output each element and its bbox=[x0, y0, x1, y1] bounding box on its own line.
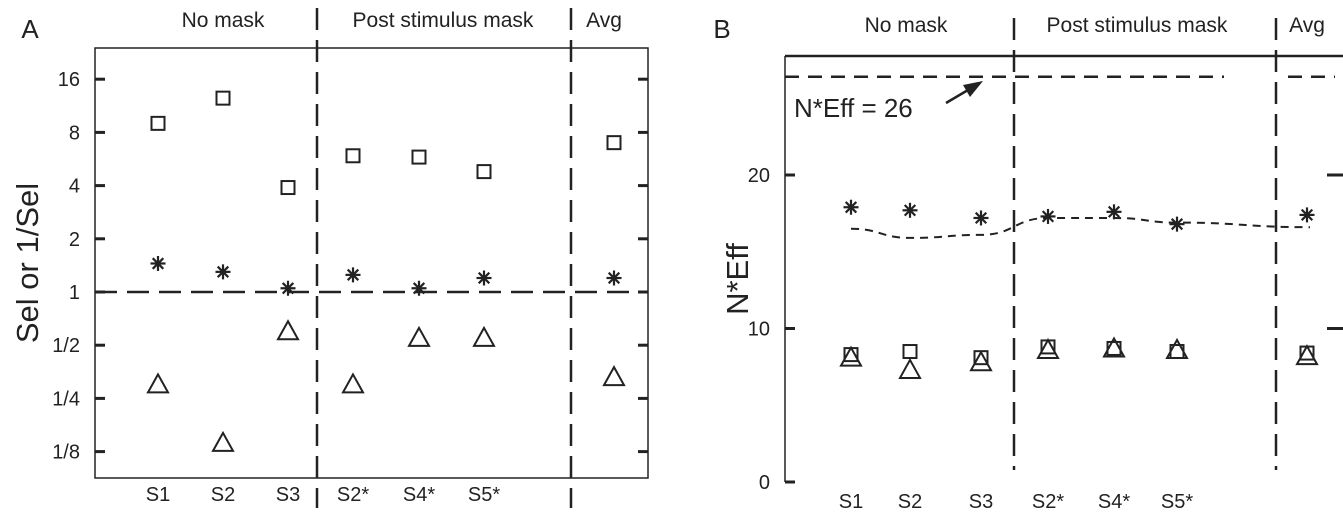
asterisk-point bbox=[902, 202, 918, 218]
panel-a: A No mask Post stimulus mask Avg 16 8 4 2 1 1/2 1/… bbox=[10, 8, 649, 508]
asterisk-point bbox=[606, 270, 622, 286]
panel-b: B No mask Post stimulus mask Avg 0 10 20 N*Eff S… bbox=[713, 14, 1343, 513]
asterisk-point bbox=[1106, 204, 1122, 220]
y-tick-label: 0 bbox=[759, 472, 770, 494]
y-tick-label: 4 bbox=[69, 176, 80, 198]
triangle-point bbox=[1295, 344, 1319, 366]
triangle-point bbox=[276, 319, 300, 341]
fit-curve bbox=[850, 216, 1311, 239]
x-tick-label: S4* bbox=[1098, 491, 1130, 513]
square-point bbox=[476, 164, 492, 180]
asterisk-point bbox=[345, 267, 361, 283]
asterisk-point bbox=[1040, 208, 1056, 224]
x-tick-label: S2 bbox=[211, 484, 235, 506]
square-point bbox=[280, 180, 296, 196]
square-point bbox=[902, 344, 918, 360]
square-point bbox=[606, 135, 622, 151]
plot-frame bbox=[94, 47, 649, 479]
annotation-arrow-shaft bbox=[945, 88, 969, 105]
x-tick-label: S5* bbox=[468, 484, 500, 506]
triangle-point bbox=[1165, 337, 1189, 359]
triangle-point bbox=[969, 350, 993, 372]
section-title: No mask bbox=[865, 14, 948, 37]
triangle-point bbox=[407, 325, 431, 347]
x-tick-label: S2* bbox=[1032, 491, 1064, 513]
y-axis-label: Sel or 1/Sel bbox=[10, 183, 45, 343]
asterisk-point bbox=[476, 270, 492, 286]
x-tick-label: S1 bbox=[146, 484, 170, 506]
square-point bbox=[215, 90, 231, 106]
y-tick-label: 1/4 bbox=[52, 388, 80, 410]
reference-annotation: N*Eff = 26 bbox=[794, 93, 913, 123]
asterisk-point bbox=[843, 199, 859, 215]
x-tick-label: S4* bbox=[403, 484, 435, 506]
triangle-point bbox=[1036, 337, 1060, 359]
triangle-point bbox=[602, 365, 626, 387]
x-tick-label: S3 bbox=[969, 491, 993, 513]
asterisk-point bbox=[215, 264, 231, 280]
section-title: Avg bbox=[1289, 14, 1325, 37]
section-title: Avg bbox=[586, 9, 622, 32]
x-tick-label: S2 bbox=[898, 491, 922, 513]
section-title: No mask bbox=[182, 9, 265, 32]
y-tick-label: 16 bbox=[58, 69, 80, 91]
x-tick-label: S3 bbox=[276, 484, 300, 506]
asterisk-point bbox=[1169, 216, 1185, 232]
section-title: Post stimulus mask bbox=[353, 9, 534, 32]
x-tick-label: S2* bbox=[337, 484, 369, 506]
asterisk-point bbox=[280, 280, 296, 296]
x-tick-label: S1 bbox=[839, 491, 863, 513]
asterisk-point bbox=[973, 210, 989, 226]
y-tick-label: 10 bbox=[748, 319, 770, 341]
annotation-arrow-head bbox=[963, 81, 983, 97]
triangle-point bbox=[839, 345, 863, 367]
y-tick-label: 8 bbox=[69, 122, 80, 144]
triangle-point bbox=[146, 372, 170, 394]
triangle-point bbox=[1102, 336, 1126, 358]
asterisk-point bbox=[411, 280, 427, 296]
square-point bbox=[411, 149, 427, 165]
asterisk-point bbox=[1299, 207, 1315, 223]
triangle-point bbox=[472, 325, 496, 347]
y-tick-label: 20 bbox=[748, 165, 770, 187]
triangle-point bbox=[211, 430, 235, 452]
y-tick-label: 1 bbox=[69, 282, 80, 304]
triangle-point bbox=[341, 372, 365, 394]
square-point bbox=[345, 148, 361, 164]
x-tick-label: S5* bbox=[1161, 491, 1193, 513]
y-tick-label: 2 bbox=[69, 229, 80, 251]
panel-label: A bbox=[21, 14, 39, 44]
y-axis-label: N*Eff bbox=[720, 243, 755, 315]
square-point bbox=[150, 115, 166, 131]
asterisk-point bbox=[150, 255, 166, 271]
panel-label: B bbox=[713, 14, 730, 44]
section-title: Post stimulus mask bbox=[1047, 14, 1228, 37]
triangle-point bbox=[898, 357, 922, 379]
y-tick-label: 1/8 bbox=[52, 442, 80, 464]
y-tick-label: 1/2 bbox=[52, 335, 80, 357]
